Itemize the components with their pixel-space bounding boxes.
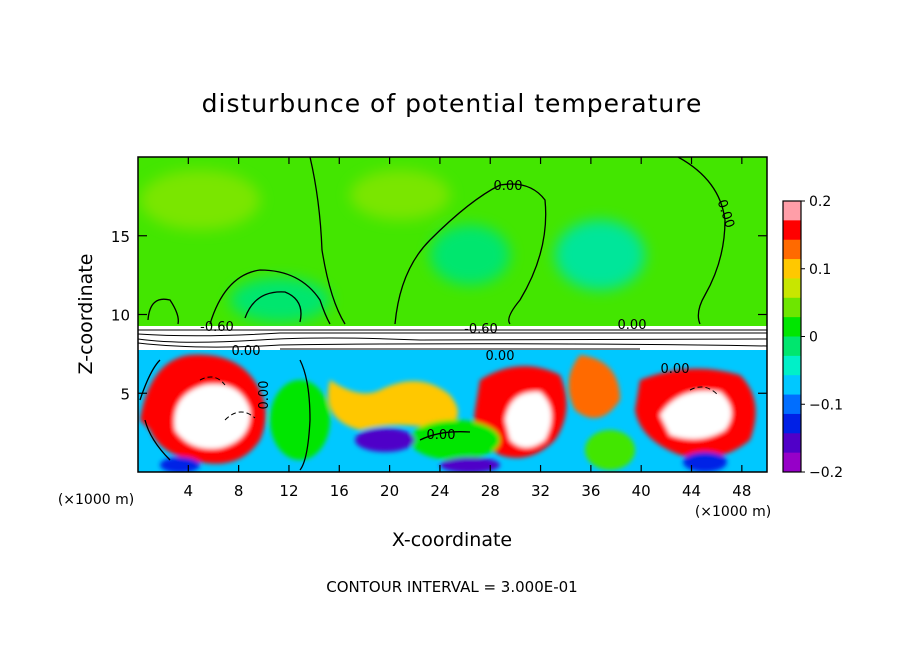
- contour-label: 0.00: [257, 381, 272, 410]
- contour-label: 0.00: [661, 362, 690, 377]
- warm-filament: [568, 355, 620, 418]
- contour-label: -0.60: [200, 320, 234, 335]
- cold-core: [683, 452, 727, 472]
- warm-plume-core: [505, 391, 552, 448]
- x-unit-right: (×1000 m): [695, 504, 771, 520]
- colorbar-tick-label: −0.1: [809, 397, 843, 413]
- contour-label: -0.60: [464, 322, 498, 337]
- colorbar-swatch: [783, 259, 801, 279]
- colorbar-tick-label: 0.2: [809, 194, 831, 210]
- x-tick-label: 32: [531, 482, 550, 500]
- colorbar-swatch: [783, 375, 801, 396]
- x-tick-label: 12: [279, 482, 298, 500]
- cool-patch: [230, 278, 330, 322]
- heatmap-field: [138, 157, 767, 472]
- colorbar: 0.2 0.1 0 −0.1 −0.2: [782, 194, 843, 481]
- contour-label: 0.00: [486, 349, 515, 364]
- y-tick-label: 15: [111, 228, 130, 246]
- cold-core: [160, 457, 200, 472]
- y-axis-label: Z-coordinate: [75, 254, 97, 375]
- x-tick-label: 28: [481, 482, 500, 500]
- x-tick-label: 40: [632, 482, 651, 500]
- contour-interval: CONTOUR INTERVAL = 3.000E-01: [326, 578, 577, 596]
- colorbar-swatch: [783, 317, 801, 337]
- cool-patch: [430, 225, 510, 285]
- green-eddy: [585, 430, 635, 470]
- colorbar-swatch: [783, 394, 801, 415]
- y-tick-label: 10: [111, 307, 130, 325]
- x-tick-label: 24: [430, 482, 449, 500]
- green-eddy: [410, 420, 500, 460]
- x-tick-label: 8: [234, 482, 244, 500]
- colorbar-swatch: [783, 452, 801, 473]
- cold-core: [440, 457, 500, 472]
- colorbar-swatch: [783, 239, 801, 260]
- cold-core: [355, 428, 415, 452]
- colorbar-swatch: [783, 201, 801, 221]
- contour-lines: [139, 157, 726, 471]
- x-tick-label: 20: [380, 482, 399, 500]
- colorbar-swatch: [783, 413, 801, 434]
- x-tick-label: 4: [184, 482, 194, 500]
- contour-label: 0.00: [494, 179, 523, 194]
- inversion-contours: [138, 329, 767, 350]
- warm-filament: [328, 380, 458, 430]
- contour-label: 0.00: [427, 428, 456, 443]
- x-axis: 4 8 12 16 20 24 28 32 36 40 44 48: [184, 157, 751, 500]
- colorbar-tick-label: 0: [809, 330, 818, 346]
- negative-contours: [199, 376, 719, 421]
- colorbar-tick-label: 0.1: [809, 262, 831, 278]
- x-tick-label: 36: [581, 482, 600, 500]
- x-tick-label: 16: [330, 482, 349, 500]
- colorbar-swatch: [783, 355, 801, 376]
- warm-patch: [350, 170, 450, 220]
- colorbar-swatch: [783, 297, 801, 318]
- colorbar-swatch: [783, 278, 801, 299]
- y-axis: 5 10 15: [111, 228, 767, 403]
- warm-plume-core: [174, 384, 251, 449]
- colorbar-swatch: [783, 433, 801, 454]
- colorbar-tick-label: −0.2: [809, 465, 843, 481]
- y-tick-label: 5: [120, 385, 130, 403]
- x-axis-label: X-coordinate: [392, 529, 512, 551]
- warm-patch: [140, 170, 260, 230]
- x-unit-left: (×1000 m): [58, 492, 134, 508]
- x-tick-label: 48: [732, 482, 751, 500]
- contour-label: 0.00: [232, 344, 261, 359]
- colorbar-swatch: [783, 220, 801, 241]
- x-tick-label: 44: [682, 482, 701, 500]
- contour-labels: 0.00 0.00 -0.60 0.00 -0.60 0.00 0.00 0.0…: [200, 179, 737, 443]
- colorbar-swatch: [783, 336, 801, 357]
- contour-label: 0.00: [618, 318, 647, 333]
- warm-plume-core: [660, 390, 732, 439]
- cool-patch: [555, 220, 645, 290]
- green-eddy: [270, 380, 330, 460]
- chart-title: disturbunce of potential temperature: [202, 89, 703, 118]
